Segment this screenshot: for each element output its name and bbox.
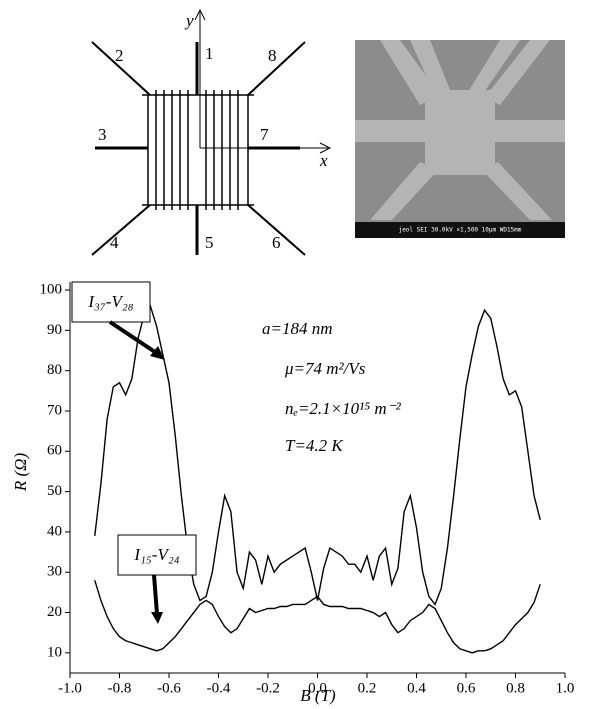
lead-label: 3 <box>98 125 107 144</box>
lead-label: 4 <box>110 233 119 252</box>
y-tick-label: 30 <box>47 564 62 580</box>
x-tick-label: 0.8 <box>506 680 525 696</box>
x-tick-label: -0.8 <box>108 680 132 696</box>
x-axis-label: B (T) <box>300 686 336 705</box>
series-line <box>94 304 541 606</box>
label-box <box>117 534 197 576</box>
arrowhead <box>151 612 163 624</box>
y-axis-label: R (Ω) <box>11 453 30 493</box>
x-tick-label: 0.4 <box>407 680 426 696</box>
annotation: μ=74 m²/Vs <box>284 359 366 378</box>
y-tick-label: 70 <box>47 402 62 418</box>
annotation: nₑ=2.1×10¹⁵ m⁻² <box>285 399 402 418</box>
y-tick-label: 100 <box>40 281 63 297</box>
series-label: I₁₅-V₂₄ <box>133 545 179 564</box>
annotation: T=4.2 K <box>285 436 344 455</box>
x-tick-label: 0.2 <box>358 680 377 696</box>
axis-label: y <box>184 11 194 30</box>
arrowhead <box>150 346 165 360</box>
x-tick-label: 0.0 <box>308 680 327 696</box>
x-tick-label: 1.0 <box>556 680 575 696</box>
axis-label: x <box>319 151 328 170</box>
y-tick-label: 40 <box>47 523 62 539</box>
sem-image <box>355 40 565 238</box>
lead-label: 8 <box>268 46 277 65</box>
lead-label: 7 <box>260 125 269 144</box>
arrow <box>152 574 159 615</box>
arrow <box>108 320 160 356</box>
label-box <box>71 281 151 323</box>
annotation: a=184 nm <box>262 319 333 338</box>
y-tick-label: 60 <box>47 443 62 459</box>
lead-label: 1 <box>205 44 214 63</box>
series-label: I₃₇-V₂₈ <box>87 292 133 311</box>
lead-label: 6 <box>272 233 281 252</box>
x-tick-label: -0.6 <box>157 680 181 696</box>
y-tick-label: 20 <box>47 604 62 620</box>
x-tick-label: -1.0 <box>58 680 82 696</box>
y-tick-label: 50 <box>47 483 62 499</box>
y-tick-label: 80 <box>47 362 62 378</box>
y-tick-label: 90 <box>47 322 62 338</box>
x-tick-label: -0.4 <box>207 680 231 696</box>
x-tick-label: -0.2 <box>256 680 280 696</box>
series-line <box>94 580 541 654</box>
lead-label: 5 <box>205 233 214 252</box>
lead-label: 2 <box>115 46 124 65</box>
y-tick-label: 10 <box>47 644 62 660</box>
hall-bar-schematic <box>91 8 332 256</box>
sem-caption: jeol SEI 30.0kV ×1,500 10μm WD15mm <box>399 227 522 234</box>
x-tick-label: 0.6 <box>457 680 476 696</box>
